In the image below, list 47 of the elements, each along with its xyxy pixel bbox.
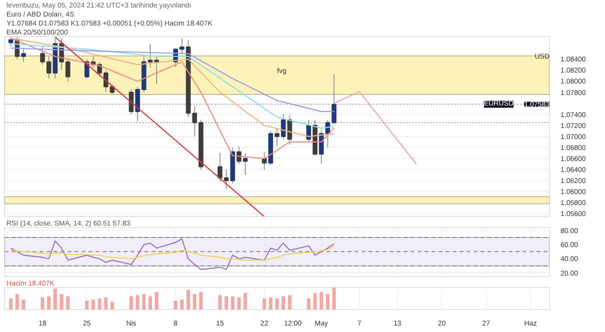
candlestick [332, 74, 336, 125]
bar [306, 298, 310, 310]
bar [98, 298, 102, 310]
bar [136, 295, 140, 310]
bar [154, 292, 158, 310]
bar [142, 294, 146, 310]
bar [66, 296, 70, 310]
bar [85, 300, 89, 310]
bar [60, 294, 64, 310]
bar [174, 300, 178, 310]
bar [332, 288, 336, 310]
candlestick [242, 152, 248, 176]
bar [282, 296, 286, 310]
bar [268, 297, 272, 310]
bar [40, 297, 44, 310]
line-series [10, 245, 335, 261]
candlestick [8, 36, 14, 48]
bar [199, 292, 203, 310]
bar [53, 288, 57, 310]
bar [15, 294, 19, 310]
bar [326, 294, 330, 310]
bar [186, 290, 190, 310]
bar [224, 296, 228, 310]
bar [130, 296, 133, 310]
candlestick [135, 86, 140, 122]
bar [313, 293, 317, 310]
bar [148, 296, 152, 310]
bar [237, 297, 241, 310]
bar [22, 300, 26, 310]
bar [104, 297, 108, 310]
candlestick [236, 146, 242, 165]
candlestick [274, 128, 280, 147]
bar [47, 296, 51, 310]
bar [218, 295, 222, 310]
bar [230, 296, 234, 310]
bar [288, 295, 292, 310]
candlestick [21, 48, 26, 62]
bar [110, 302, 114, 310]
line-series [10, 238, 335, 270]
bar [244, 293, 248, 310]
bar [262, 298, 266, 310]
bar [192, 294, 196, 310]
bar [91, 300, 95, 310]
bar [9, 298, 13, 310]
bar [180, 300, 184, 310]
bar [320, 292, 324, 310]
candlestick [154, 56, 159, 84]
